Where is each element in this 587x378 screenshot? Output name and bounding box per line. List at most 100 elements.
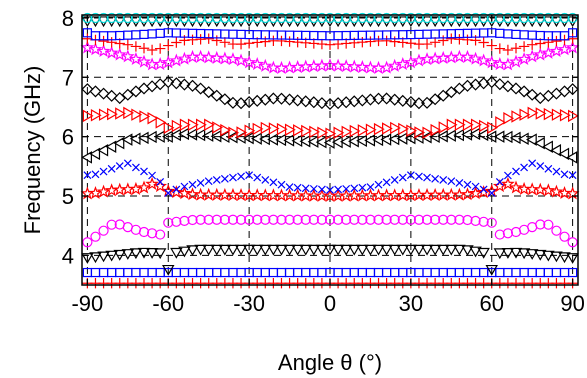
star-marker [509, 54, 523, 68]
star-marker [153, 57, 168, 71]
circle-marker [486, 12, 497, 24]
plus-marker [284, 36, 295, 47]
triangle-right-marker [568, 109, 579, 123]
grid-layer [82, 15, 578, 285]
triangle-down-marker [81, 253, 94, 264]
triangle-right-marker [147, 112, 159, 125]
square-marker [171, 267, 181, 278]
x-marker [487, 189, 496, 197]
star-marker [242, 55, 256, 69]
star-marker [226, 52, 240, 66]
diamond-marker [307, 96, 320, 109]
triangle-left-marker [81, 151, 92, 164]
triangle-down-marker [153, 248, 167, 260]
diamond-marker [105, 89, 118, 102]
series-6-triangle-left [81, 127, 578, 164]
circle-marker [365, 12, 376, 24]
x-marker [447, 177, 456, 186]
x-marker [237, 172, 245, 181]
square-marker [503, 267, 513, 278]
x-marker [261, 176, 270, 184]
x-marker [334, 185, 343, 194]
star-marker [501, 57, 515, 71]
x-tick-label: 0 [324, 291, 336, 316]
diamond-marker [429, 93, 442, 106]
square-marker [446, 267, 456, 278]
triangle-right-marker [495, 116, 507, 129]
square-marker [123, 30, 133, 40]
square-marker [90, 267, 101, 278]
diamond-marker [275, 92, 288, 105]
star-marker [533, 182, 548, 196]
square-marker [123, 267, 133, 278]
star-marker [153, 179, 168, 193]
circle-marker [535, 219, 546, 230]
star-marker [112, 47, 127, 61]
circle-marker [510, 12, 522, 24]
circle-marker [373, 214, 384, 225]
x-marker [301, 184, 310, 193]
circle-marker [98, 12, 109, 24]
triangle-down-marker [210, 244, 224, 256]
circle-marker [405, 214, 416, 225]
plus-marker [316, 38, 328, 50]
plus-marker [381, 35, 392, 46]
triangle-right-marker [398, 122, 409, 136]
triangle-right-marker [90, 109, 102, 122]
star-marker [468, 51, 483, 65]
x-marker [512, 167, 520, 176]
triangle-down-marker [542, 250, 555, 262]
x-marker [131, 163, 140, 172]
circle-marker [316, 214, 328, 225]
square-marker [479, 267, 489, 278]
triangle-down-marker [517, 248, 531, 260]
plus-marker [365, 36, 376, 47]
square-marker [495, 267, 505, 278]
square-marker [236, 29, 246, 40]
square-marker [454, 267, 464, 278]
x-marker [398, 173, 407, 182]
x-marker [172, 185, 181, 194]
star-marker [452, 187, 467, 201]
triangle-left-marker [558, 147, 570, 161]
x-marker [374, 180, 383, 189]
circle-marker [155, 229, 166, 240]
circle-marker [179, 12, 190, 24]
triangle-down-marker [396, 244, 410, 256]
x-tick-label: 30 [399, 291, 423, 316]
ticks-layer: -90 -60 -30 0 30 60 90 4 5 6 7 8 [62, 6, 585, 316]
triangle-down-marker [275, 244, 288, 256]
triangle-down-marker [234, 244, 248, 256]
square-marker [333, 267, 343, 278]
x-marker [293, 183, 302, 192]
star-marker [387, 58, 402, 72]
star-marker [88, 42, 103, 56]
plus-marker [82, 33, 93, 44]
y-tick-label: 7 [62, 65, 74, 90]
triangle-down-marker [493, 248, 507, 260]
square-marker [430, 267, 440, 278]
triangle-right-marker [446, 118, 458, 132]
circle-marker [413, 214, 425, 225]
circle-marker [535, 12, 546, 24]
square-marker [430, 29, 440, 39]
triangle-down-marker [469, 246, 482, 258]
circle-marker [211, 214, 222, 225]
circle-marker [527, 12, 538, 24]
triangle-right-marker [503, 112, 515, 125]
circle-marker [211, 12, 222, 24]
triangle-down-marker [242, 244, 256, 256]
square-marker [98, 267, 109, 278]
circle-marker [324, 12, 336, 24]
triangle-left-marker [477, 128, 489, 142]
triangle-right-marker [301, 124, 312, 138]
x-marker [115, 162, 124, 171]
x-marker [269, 178, 278, 187]
x-marker [463, 180, 472, 189]
circle-marker [502, 12, 514, 24]
circle-marker [106, 219, 117, 230]
square-marker [511, 29, 521, 40]
plus-marker [122, 39, 134, 50]
triangle-down-marker [534, 249, 547, 261]
square-marker [333, 31, 343, 41]
